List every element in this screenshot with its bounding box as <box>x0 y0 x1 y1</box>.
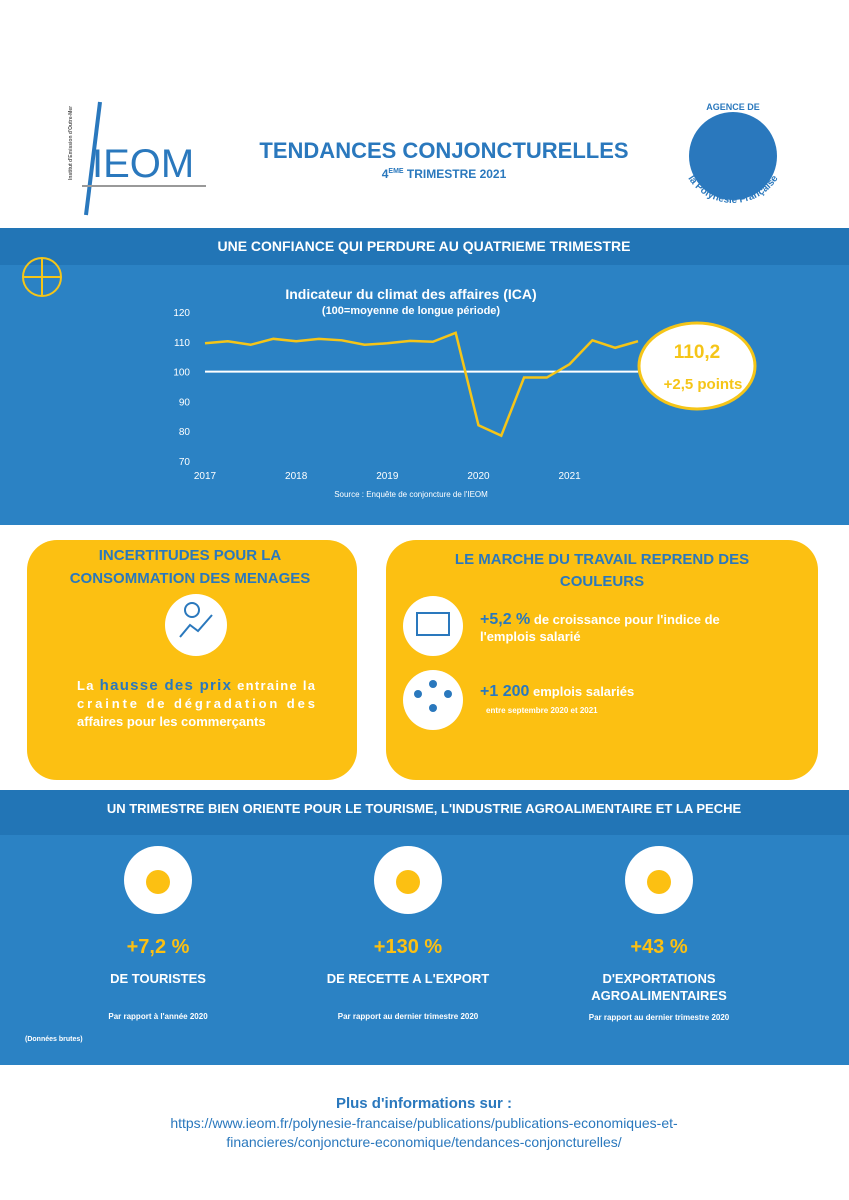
ica-line <box>204 331 639 438</box>
agency-circle <box>689 112 777 200</box>
footer-heading: Plus d'informations sur : <box>336 1095 512 1112</box>
x-tick-label: 2017 <box>194 471 217 482</box>
icon-head <box>429 704 437 712</box>
section-icon <box>22 257 62 297</box>
icon-line <box>179 614 213 638</box>
box-segment: hausse des prix <box>100 677 232 694</box>
y-tick-label: 90 <box>179 397 191 408</box>
callout <box>637 321 757 411</box>
icon-head <box>444 690 452 698</box>
item-text: de croissance pour l'indice de <box>530 612 719 627</box>
item-value: +1 200 <box>480 683 529 700</box>
x-tick-label: 2021 <box>559 471 582 482</box>
icon-board <box>416 612 450 636</box>
section2-bg <box>0 790 849 1065</box>
box-segment: affaires pour les commerçants <box>77 714 266 729</box>
chart: 70 80 90 100 110 120 2017 2018 2019 2020 2021 <box>173 308 639 482</box>
subtitle-part: EME <box>388 168 404 175</box>
item-note: entre septembre 2020 et 2021 <box>486 706 598 715</box>
icon-head <box>414 690 422 698</box>
box-line: crainte de dégradation des <box>77 696 315 711</box>
item-line: +5,2 % de croissance pour l'indice de <box>480 611 720 628</box>
item-text: l'emplois salarié <box>480 629 581 644</box>
box-title: LE MARCHE DU TRAVAIL REPREND DES <box>455 551 749 568</box>
logo-text: IEOM <box>92 142 194 186</box>
y-tick-label: 100 <box>173 368 190 379</box>
footer-url[interactable]: financieres/conjoncture-economique/tenda… <box>226 1134 621 1150</box>
stat-note: Par rapport à l'année 2020 <box>108 1012 208 1021</box>
y-tick-label: 110 <box>174 338 190 349</box>
stat-icon-mark <box>647 870 671 894</box>
stat-note: Par rapport au dernier trimestre 2020 <box>338 1012 479 1021</box>
box-left <box>27 540 357 780</box>
logo-subtext: Institut d'Emission d'Outre-Mer <box>68 106 74 180</box>
icon-bg <box>403 670 463 730</box>
subtitle-part: 4 <box>382 167 389 181</box>
stat-icon-mark <box>146 870 170 894</box>
box-line: La hausse des prix entraine la <box>77 677 316 694</box>
item-text: emplois salariés <box>529 684 634 699</box>
x-tick-label: 2020 <box>467 471 490 482</box>
subtitle-part: TRIMESTRE 2021 <box>404 167 507 181</box>
chart-subtitle: (100=moyenne de longue période) <box>322 305 501 317</box>
agency-top: AGENCE DE <box>706 102 760 112</box>
title: TENDANCES CONJONCTURELLES <box>259 138 628 163</box>
box-title: COULEURS <box>560 573 644 590</box>
callout-value: 110,2 <box>674 342 721 363</box>
chart-title: Indicateur du climat des affaires (ICA) <box>285 286 536 302</box>
box-segment: entraine la <box>232 678 316 693</box>
stats: +7,2 % DE TOURISTES Par rapport à l'année … <box>108 846 730 1022</box>
section1-title: UNE CONFIANCE QUI PERDURE AU QUATRIEME T… <box>217 238 630 254</box>
section2-bar <box>0 790 849 835</box>
y-tick-label: 70 <box>179 457 191 468</box>
box-segment: crainte de dégradation des <box>77 696 315 711</box>
ieom-logo: IEOM Institut d'Emission d'Outre-Mer <box>68 101 206 216</box>
stat-note: Par rapport au dernier trimestre 2020 <box>589 1013 730 1022</box>
box-title: CONSOMMATION DES MENAGES <box>70 570 311 587</box>
stat-label: AGROALIMENTAIRES <box>591 988 727 1003</box>
stat-label: DE RECETTE A L'EXPORT <box>327 971 490 986</box>
x-tick-label: 2018 <box>285 471 308 482</box>
box-line: affaires pour les commerçants <box>77 714 266 729</box>
box-right <box>386 540 818 780</box>
item-value: +5,2 % <box>480 611 530 628</box>
stat-value: +43 % <box>630 936 687 958</box>
x-tick-label: 2019 <box>376 471 399 482</box>
section2-title: UN TRIMESTRE BIEN ORIENTE POUR LE TOURIS… <box>107 801 742 816</box>
item-line: +1 200 emplois salariés <box>480 683 634 700</box>
stat-label: D'EXPORTATIONS <box>602 971 715 986</box>
box-text: La hausse des prix entraine la crainte de… <box>77 677 316 729</box>
people-icon <box>414 680 452 712</box>
icon-coin <box>184 602 200 618</box>
stat-value: +7,2 % <box>127 936 190 958</box>
icon-bg <box>403 596 463 656</box>
price-icon <box>165 594 227 656</box>
subtitle: 4EME TRIMESTRE 2021 <box>382 167 507 181</box>
icon-bg <box>165 594 227 656</box>
box-title: INCERTITUDES POUR LA <box>99 547 282 564</box>
chart-source: Source : Enquête de conjoncture de l'IEO… <box>334 490 488 499</box>
stat-value: +130 % <box>374 936 443 958</box>
logo-stroke <box>84 101 102 216</box>
y-tick-label: 120 <box>173 308 190 319</box>
section1-bar <box>0 228 849 265</box>
callout-change: +2,5 points <box>664 376 743 393</box>
y-tick-label: 80 <box>179 427 191 438</box>
stat-icon-mark <box>396 870 420 894</box>
footnote: (Données brutes) <box>25 1036 83 1043</box>
footer-url[interactable]: https://www.ieom.fr/polynesie-francaise/… <box>170 1115 678 1131</box>
icon-head <box>429 680 437 688</box>
box-segment: La <box>77 678 98 693</box>
stat-label: DE TOURISTES <box>110 971 206 986</box>
